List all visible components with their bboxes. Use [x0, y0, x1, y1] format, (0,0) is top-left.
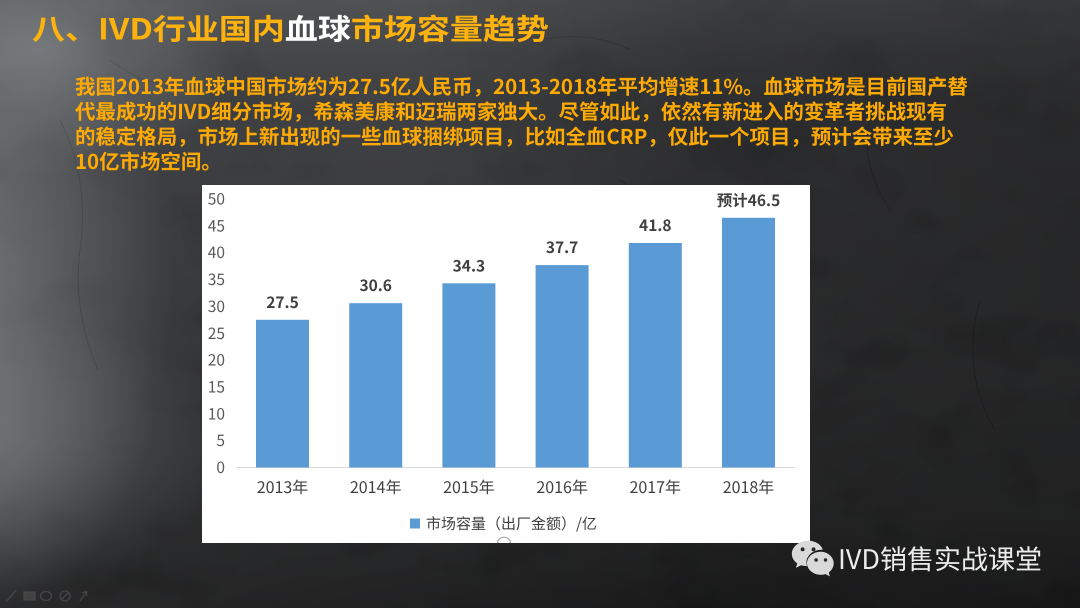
svg-text:40: 40: [208, 241, 225, 263]
svg-text:5: 5: [216, 429, 225, 451]
svg-text:41.8: 41.8: [639, 214, 671, 236]
svg-text:2016年: 2016年: [536, 474, 588, 498]
svg-text:10: 10: [208, 402, 225, 424]
svg-text:15: 15: [208, 375, 225, 397]
svg-text:50: 50: [208, 188, 225, 210]
svg-text:0: 0: [216, 456, 225, 478]
svg-text:2017年: 2017年: [630, 474, 682, 498]
svg-text:市场容量（出厂金额）/亿: 市场容量（出厂金额）/亿: [426, 513, 597, 534]
svg-text:30: 30: [208, 295, 225, 317]
svg-text:预计46.5: 预计46.5: [717, 189, 780, 211]
svg-text:20: 20: [208, 349, 225, 371]
svg-text:34.3: 34.3: [453, 254, 485, 276]
svg-text:2015年: 2015年: [443, 474, 495, 498]
svg-text:2018年: 2018年: [723, 474, 775, 498]
svg-text:37.7: 37.7: [546, 236, 578, 258]
svg-text:25: 25: [208, 322, 225, 344]
svg-text:2013年: 2013年: [257, 474, 309, 498]
svg-text:35: 35: [208, 268, 225, 290]
svg-text:30.6: 30.6: [359, 274, 391, 296]
svg-text:45: 45: [208, 214, 225, 236]
svg-text:2014年: 2014年: [350, 474, 402, 498]
svg-text:27.5: 27.5: [266, 291, 298, 313]
